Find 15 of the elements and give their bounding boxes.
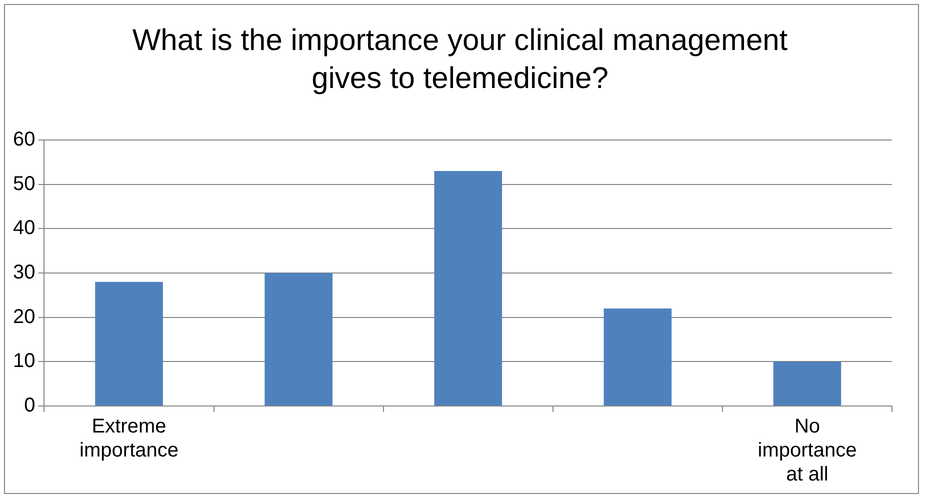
y-tick-label: 20 xyxy=(12,306,36,328)
bar xyxy=(95,282,163,406)
y-tick-label: 10 xyxy=(12,350,36,372)
bar xyxy=(264,273,332,406)
y-tick-label: 60 xyxy=(12,128,36,151)
bar xyxy=(773,362,842,406)
x-tick-label: No importance at all xyxy=(758,416,857,486)
chart-title: What is the importance your clinical management gives to telemedicine? xyxy=(131,23,789,97)
y-tick-label: 50 xyxy=(12,172,36,195)
y-tick-label: 40 xyxy=(12,217,36,240)
y-tick-label: 0 xyxy=(24,394,36,417)
bar xyxy=(434,171,502,406)
y-tick-label: 30 xyxy=(12,262,36,284)
bar xyxy=(604,308,672,406)
x-tick-label: Extreme importance xyxy=(80,416,178,462)
